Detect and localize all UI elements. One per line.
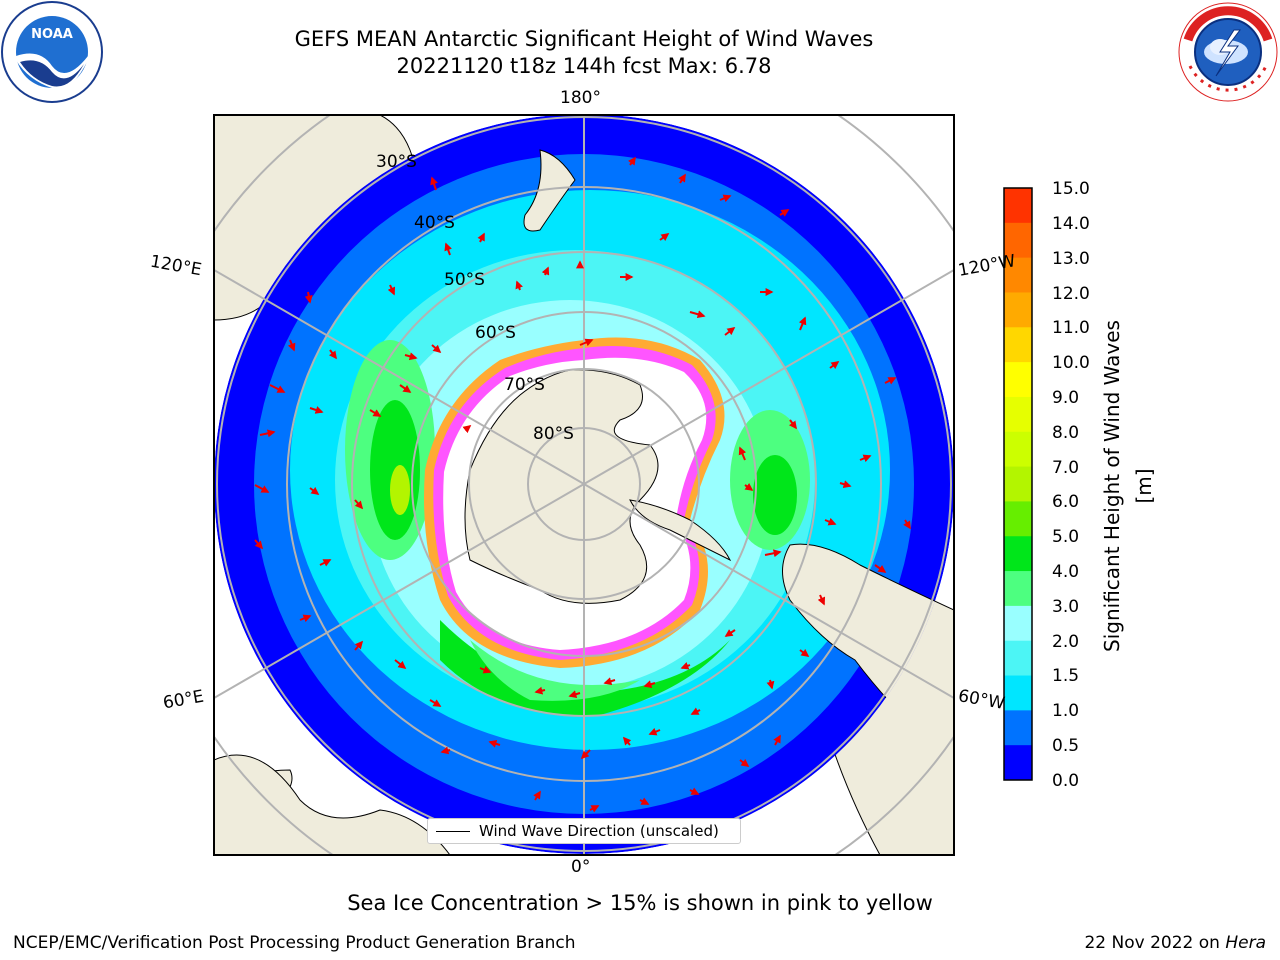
colorbar-segment [1004,501,1032,537]
colorbar-tick: 10.0 [1052,353,1090,373]
colorbar-tick: 9.0 [1052,388,1080,408]
colorbar [1003,187,1033,781]
colorbar-segment [1004,605,1032,642]
colorbar-tick: 1.5 [1052,666,1080,686]
colorbar-segment [1004,640,1032,677]
colorbar-tick: 0.0 [1052,771,1080,791]
colorbar-segment [1004,675,1032,711]
colorbar-segment [1004,745,1032,781]
noaa-logo-text: NOAA [31,27,73,42]
colorbar-segment [1004,257,1032,293]
colorbar-tick: 6.0 [1052,492,1080,512]
graticule [214,115,954,855]
new-zealand-landmass [523,149,576,232]
colorbar-tick: 7.0 [1052,458,1080,478]
colorbar-tick: 8.0 [1052,423,1080,443]
colorbar-segment [1004,362,1032,398]
footer-organization: NCEP/EMC/Verification Post Processing Pr… [13,933,576,953]
colorbar-tick: 14.0 [1052,214,1090,234]
colorbar-tick: 11.0 [1052,318,1090,338]
lon-label-0: 0° [571,857,591,877]
colorbar-tick: 0.5 [1052,736,1080,756]
lat-label-70s: 70°S [504,375,545,395]
legend-text: Wind Wave Direction (unscaled) [479,822,719,840]
nws-logo [1178,2,1278,102]
footer-date-text: 22 Nov 2022 on [1084,933,1226,953]
colorbar-tick: 13.0 [1052,249,1090,269]
footer-host: Hera [1225,933,1266,953]
colorbar-tick: 5.0 [1052,527,1080,547]
chart-subtitle: 20221120 t18z 144h fcst Max: 6.78 [396,54,772,78]
colorbar-segment [1004,327,1032,363]
colorbar-segment [1004,571,1032,607]
lat-label-80s: 80°S [533,424,574,444]
noaa-logo: NOAA [1,1,103,103]
antarctica-landmass [464,369,659,604]
footer-date: 22 Nov 2022 on Hera [1084,933,1266,953]
colorbar-segment [1004,466,1032,502]
africa-landmass [214,754,451,855]
colorbar-segment [1004,222,1032,259]
colorbar-segment [1004,536,1032,572]
map-legend: Wind Wave Direction (unscaled) [427,818,741,844]
colorbar-tick: 2.0 [1052,632,1080,652]
colorbar-label: Significant Height of Wind Waves [m] [1100,320,1156,652]
colorbar-segment [1004,431,1032,468]
antarctic-peninsula [629,499,732,562]
lat-label-40s: 40°S [414,213,455,233]
lon-label-180: 180° [560,88,601,108]
colorbar-tick: 15.0 [1052,179,1090,199]
colorbar-frame [1003,187,1033,781]
colorbar-segment [1004,710,1032,746]
colorbar-segment [1004,396,1032,433]
lat-label-30s: 30°S [376,152,417,172]
colorbar-segment [1004,292,1032,328]
colorbar-segment [1004,188,1032,224]
lat-label-50s: 50°S [444,270,485,290]
lat-label-60s: 60°S [475,323,516,343]
map-frame [213,114,955,856]
legend-line-icon [436,831,470,832]
wind-wave-arrows [254,156,911,813]
colorbar-tick: 4.0 [1052,562,1080,582]
colorbar-tick: 3.0 [1052,597,1080,617]
colorbar-tick: 12.0 [1052,284,1090,304]
colorbar-tick: 1.0 [1052,701,1080,721]
sea-ice-caption: Sea Ice Concentration > 15% is shown in … [347,891,933,915]
chart-title: GEFS MEAN Antarctic Significant Height o… [294,27,874,51]
